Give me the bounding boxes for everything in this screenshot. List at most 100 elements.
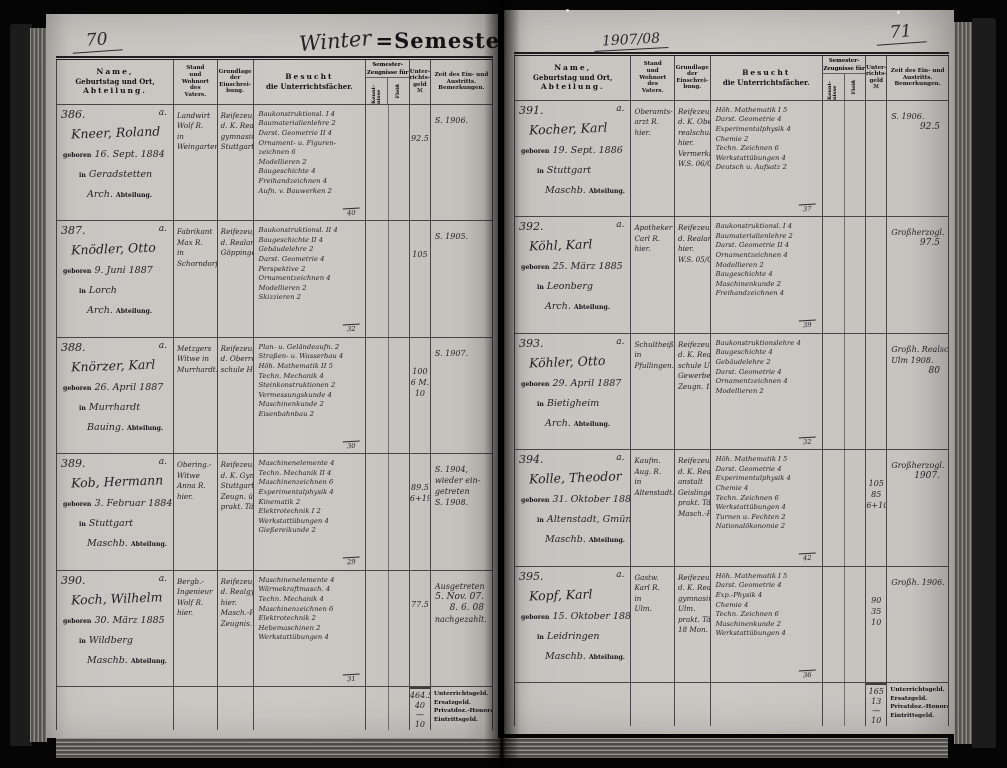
fee-line: 6 M.: [410, 377, 430, 387]
subject-line: Skizzieren 2: [258, 293, 301, 302]
entry-top: 394. a.: [515, 450, 630, 466]
birth-date: 3. Februar 1884: [91, 498, 173, 510]
abteilung-prefix: Maschb.: [545, 534, 589, 546]
in-label: in: [79, 404, 86, 412]
subject-line: Chemie 4: [715, 600, 749, 609]
remark-line: Ausgetreten: [434, 581, 485, 591]
header-line: Kennt- nisse: [370, 84, 382, 104]
basis-line: Reifezeugn.: [220, 343, 253, 353]
subject-line: Aufn. v. Bauwerken 2: [258, 186, 332, 195]
subjects-list: Maschinenelemente 4 Wärmekraftmasch. 4 Tec…: [253, 570, 367, 688]
corner-mark: a.: [616, 336, 625, 347]
basis-line: d. K. Real-: [677, 583, 711, 593]
abteilung-line: Bauing. Abteilung.: [57, 422, 173, 433]
header-line: Stand: [643, 61, 662, 68]
subject-line: Maschinenkunde 2: [258, 400, 324, 409]
subject-line: Experimentalphysik 4: [258, 488, 334, 497]
header-line: des: [647, 81, 658, 88]
col-header-fleiss: Fleiß: [843, 73, 866, 100]
entry-number: 394.: [519, 453, 544, 467]
weekly-hours-total: 29: [342, 556, 360, 569]
totals-empty-cell: [174, 687, 218, 731]
totals-empty-cell: [218, 687, 254, 731]
subject-line: Baumaterialienlehre 2: [258, 119, 336, 128]
header-line: bung.: [226, 88, 245, 95]
birth-line: geboren 19. Sept. 1886: [515, 145, 630, 156]
father-line: Pfullingen.: [634, 360, 674, 370]
entry-top: 395. a.: [515, 567, 630, 583]
subject-line: Modellieren 2: [258, 157, 307, 166]
subject-line: Darst. Geometrie 4: [715, 581, 782, 590]
zeugnisse-divider: [844, 333, 846, 450]
father-line: Ingenieur: [176, 587, 213, 597]
remark-line: Großh. 1906.: [891, 577, 945, 587]
subject-line: Baukonstruktionsl. I 4: [258, 109, 336, 118]
semester-grades-cell: [822, 450, 867, 567]
birth-line: geboren 29. April 1887: [515, 378, 630, 389]
header-line: Austritts.: [446, 78, 477, 85]
basis-line: d. K. Real-: [677, 466, 711, 476]
header-line: Grundlage: [218, 68, 252, 75]
subject-line: Höh. Mathematik II 5: [258, 361, 333, 370]
corner-mark: a.: [158, 107, 167, 118]
father-info: Bergb.- Ingenieur Wolf R. hier.: [173, 570, 218, 688]
subject-line: Experimentalphysik 4: [715, 124, 791, 133]
father-line: hier.: [176, 491, 194, 501]
basis-line: prakt. Tät.: [677, 614, 711, 624]
remarks: Großherzogl. 97.5: [887, 217, 949, 334]
col-header-zeugnisse: Semester- Zeugnisse für Kennt- nisse Fleiß: [366, 60, 410, 105]
header-line: Bemerkungen.: [438, 85, 485, 92]
father-line: arzt R.: [634, 117, 659, 127]
header-line: Einschrei-: [676, 77, 709, 84]
born-label: geboren: [63, 501, 92, 509]
subject-line: Nationalökonomie 2: [715, 522, 786, 531]
subject-line: Darst. Geometrie II 4: [715, 241, 790, 250]
col-header-name: Name, Geburtstag und Ort, Abteilung.: [56, 60, 174, 105]
father-line: in: [176, 248, 184, 258]
basis-line: realschule: [677, 127, 710, 137]
semester-grades-cell: [366, 337, 410, 455]
weekly-hours-total: 31: [342, 673, 360, 685]
subject-line: Wärmekraftmasch. 4: [258, 585, 331, 594]
col-header-grundlage: Grundlage der Einschrei-bung.: [674, 56, 711, 101]
subject-line: Werkstattübungen 4: [715, 629, 786, 638]
fee-total-line: 40: [414, 700, 425, 710]
fee-totals: 464.5 40—10: [409, 687, 431, 731]
entry-number: 392.: [519, 220, 544, 234]
remarks: Großherzogl. 1907.: [887, 450, 949, 567]
tuition-fee: 100 6 M. 10: [409, 337, 431, 455]
header-line: Abteilung.: [540, 82, 605, 92]
header-line: Einschrei-: [219, 81, 252, 88]
entry-top: 386. a.: [57, 105, 173, 121]
register-table-left: Name, Geburtstag und Ort, Abteilung. Stand u…: [56, 56, 493, 731]
col-header-besuch: Besucht die Unterrichtsfächer.: [253, 60, 367, 105]
subject-line: Techn. Zeichnen 6: [715, 144, 779, 153]
father-info: Metzgers Witwe in Murrhardt.: [173, 337, 218, 455]
abteilung-prefix: Maschb.: [87, 538, 131, 550]
abteilung-label: Abteilung.: [115, 191, 152, 199]
basis-line: Zeugnis.: [220, 618, 253, 628]
father-info: Schultheiß in Pfullingen.: [631, 333, 675, 451]
student-name: Knödler, Otto: [70, 239, 156, 258]
student-name: Kob, Hermann: [70, 472, 164, 491]
basis-line: d. Realanst.: [677, 233, 710, 243]
father-line: Murrhardt.: [176, 364, 218, 374]
subject-line: Ornamentzeichnen 4: [258, 274, 331, 283]
col-header-stand: Stand und Wohnort des Vaters.: [631, 56, 675, 101]
corner-mark: a.: [158, 457, 167, 468]
header-line: Geburtstag und Ort,: [533, 73, 613, 83]
col-header-kenntnisse: Kennt- nisse: [366, 78, 387, 104]
col-header-stand: Stand und Wohnort des Vaters.: [173, 60, 218, 105]
father-info: Fabrikant Max R. in Schorndorf.: [173, 221, 218, 338]
subject-line: Hebemaschinen 2: [258, 623, 321, 632]
remark-line: S. 1906.: [434, 115, 469, 125]
semester-title: Winter =Semester: [298, 26, 512, 56]
header-line: geld: [869, 77, 883, 84]
born-label: geboren: [521, 264, 550, 272]
in-label: in: [79, 288, 86, 296]
dust-speck: [566, 9, 569, 12]
subject-line: Baukonstruktionsl. II 4: [258, 226, 338, 235]
student-name: Koch, Wilhelm: [70, 589, 163, 608]
subject-line: Baukonstruktionsl. I 4: [715, 222, 793, 231]
father-line: Aug. R.: [634, 466, 662, 476]
